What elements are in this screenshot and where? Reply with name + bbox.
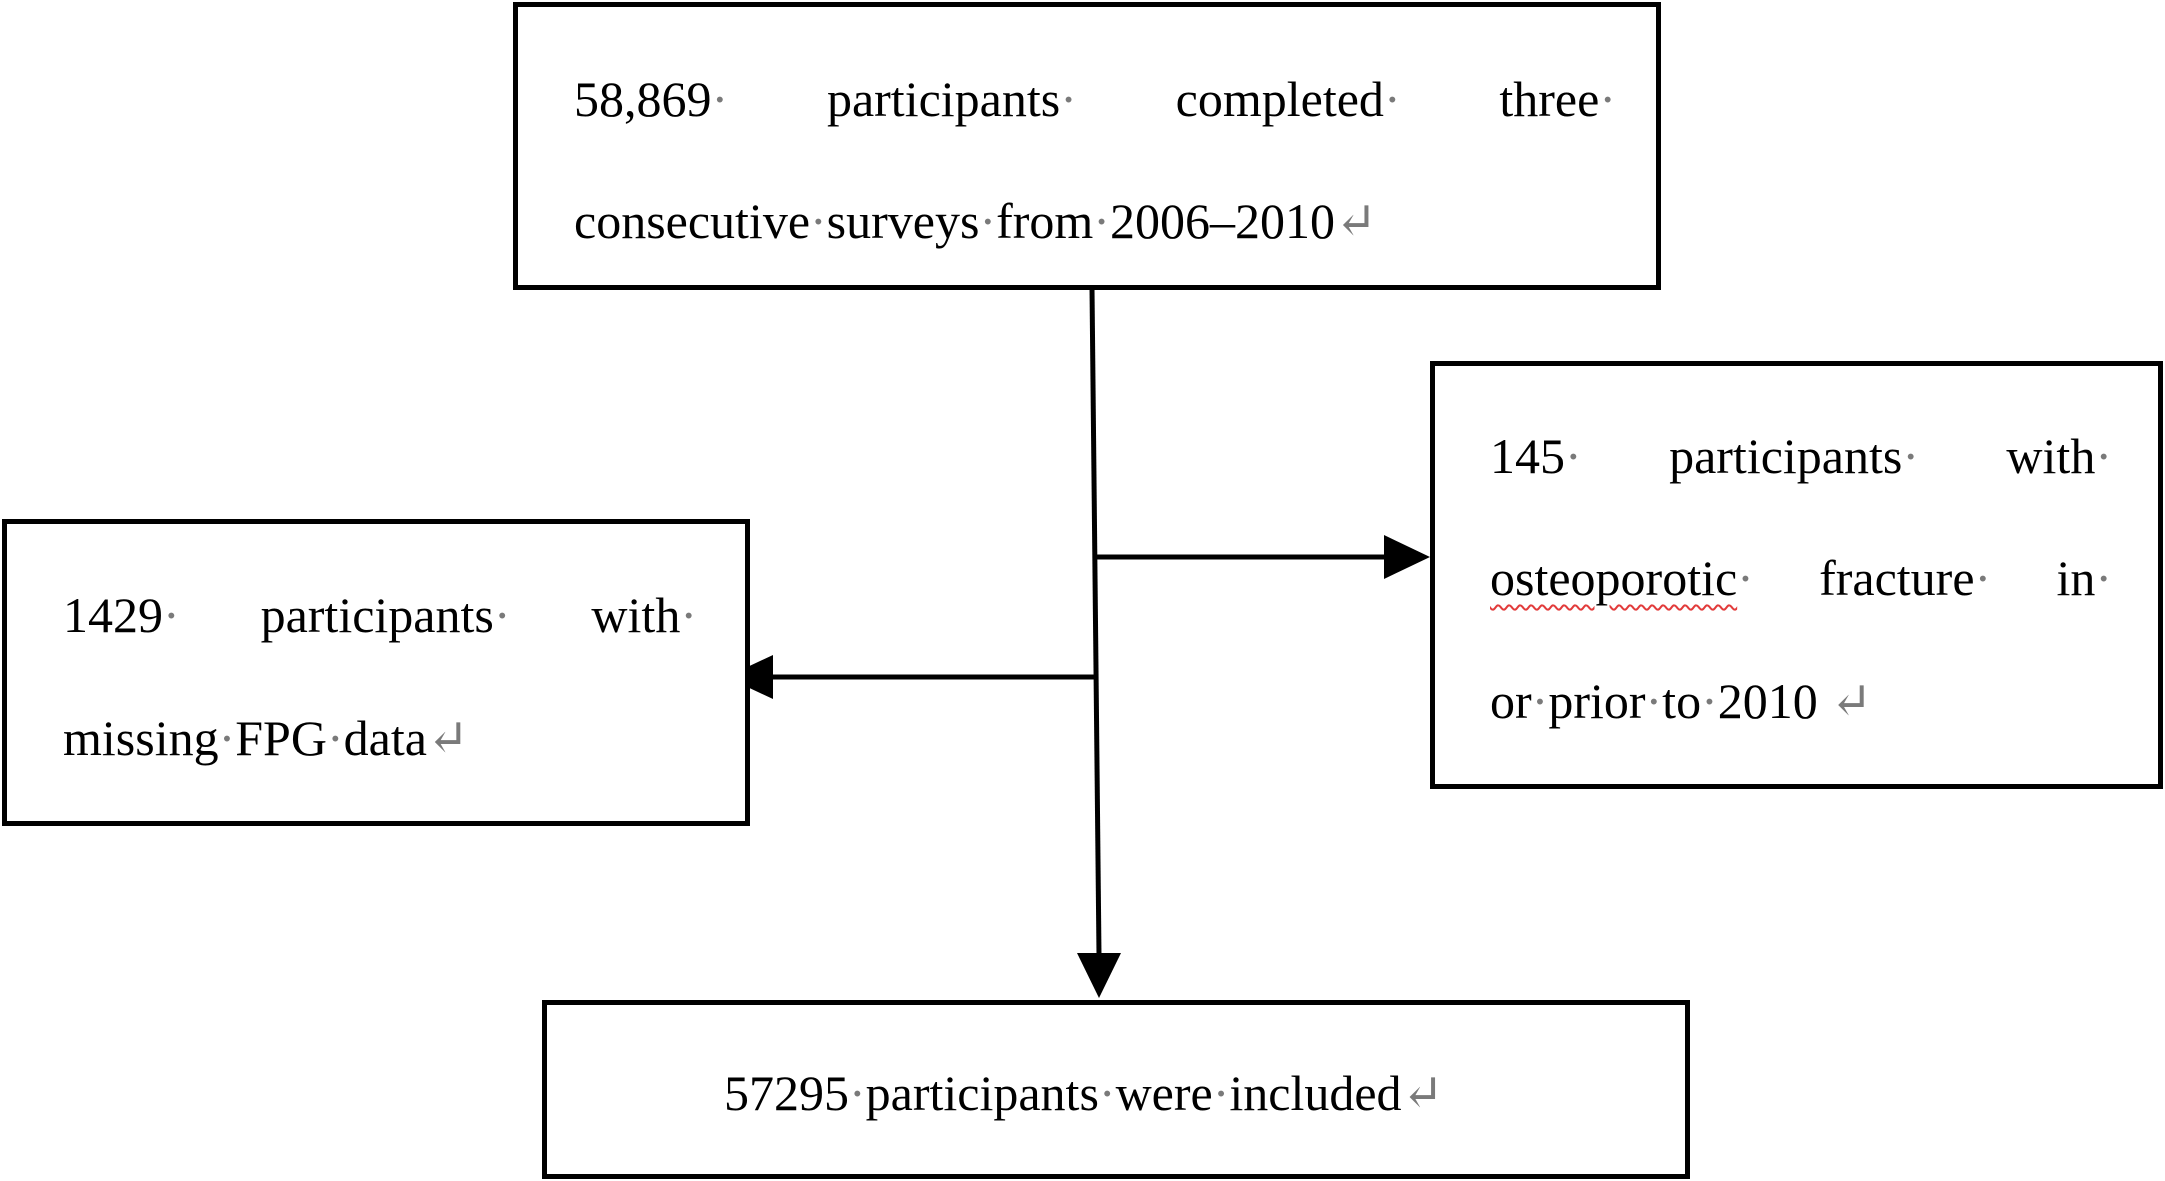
return-mark-icon: ↵ <box>1334 193 1377 249</box>
return-mark-icon: ↵ <box>426 710 469 766</box>
vertical-main-line <box>1089 287 1102 956</box>
box-total-participants <box>513 2 1661 290</box>
return-mark-icon: ↵ <box>1830 673 1873 729</box>
box-right-line2: osteoporotic· fracture· in· <box>1490 550 2112 606</box>
box-top-line2: consecutive·surveys·from·2006–2010↵ <box>574 193 1377 249</box>
down-arrowhead <box>1077 953 1121 998</box>
box-left-line2: missing·FPG·data↵ <box>63 710 469 766</box>
right-arrowhead <box>1384 535 1430 579</box>
box-osteoporotic-fracture <box>1430 361 2163 789</box>
box-missing-fpg <box>2 519 750 826</box>
spellcheck-word: osteoporotic <box>1490 550 1738 606</box>
box-top-line1: 58,869· participants· completed· three· <box>574 71 1616 127</box>
box-right-line3: or·prior·to·2010 ↵ <box>1490 673 1873 729</box>
box-right-line1: 145· participants· with· <box>1490 428 2112 484</box>
return-mark-icon: ↵ <box>1401 1065 1444 1121</box>
box-left-line1: 1429· participants· with· <box>63 587 697 643</box>
box-included-participants <box>542 1000 1690 1179</box>
box-bottom-line1: 57295·participants·were·included↵ <box>724 1065 1444 1121</box>
